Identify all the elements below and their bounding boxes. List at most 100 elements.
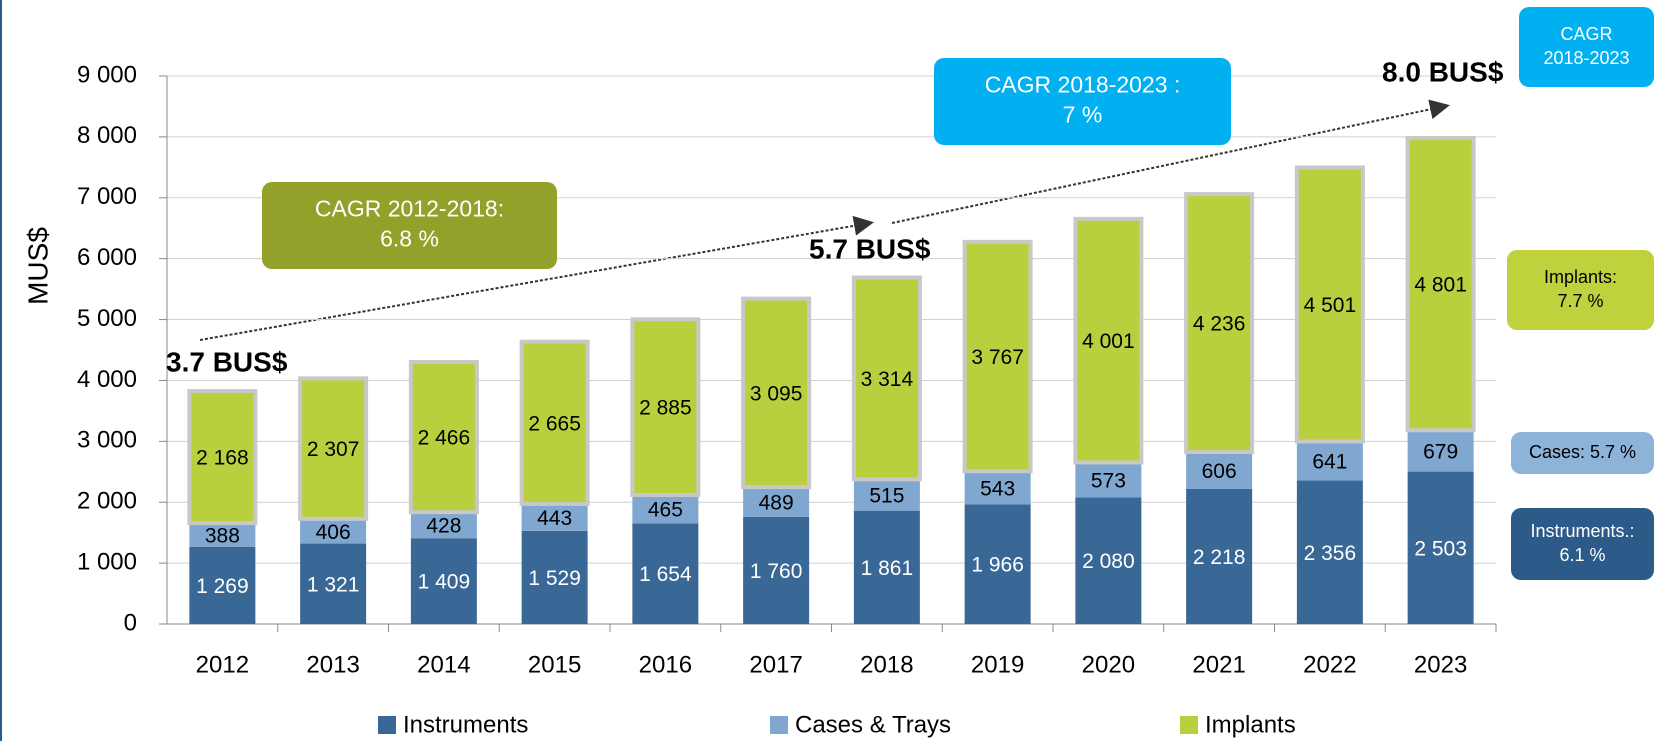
bar-segment (964, 504, 1031, 624)
bar-segment (410, 538, 477, 624)
trend-arrow (199, 215, 874, 341)
bar-segment (1296, 480, 1363, 624)
data-label: 406 (316, 521, 351, 544)
data-label: 4 001 (1082, 330, 1135, 353)
data-label: 1 409 (418, 571, 471, 594)
cagr-text: 7.7 % (1557, 291, 1603, 311)
bar-segment (189, 523, 256, 547)
cagr-text: 7 % (1063, 102, 1103, 128)
data-label: 3 314 (861, 368, 914, 391)
legend-label: Implants (1205, 711, 1296, 738)
annotation: 5.7 BUS$ (809, 233, 931, 264)
data-label: 2 080 (1082, 550, 1135, 573)
bar-segment (1184, 192, 1255, 455)
bar-segment (300, 543, 367, 624)
data-label: 2 885 (639, 397, 692, 420)
cagr-text: CAGR 2012-2018: (315, 196, 504, 222)
annotation: 8.0 BUS$ (1382, 56, 1504, 87)
bar-segment (408, 359, 479, 515)
data-label: 465 (648, 499, 683, 522)
data-label: 1 760 (750, 560, 803, 583)
bar-segment (1075, 497, 1142, 624)
data-label: 606 (1202, 460, 1237, 483)
y-axis-label: MUS$ (22, 227, 53, 305)
legend-label: Cases & Trays (795, 711, 951, 738)
bar-segment (1296, 441, 1363, 481)
bar-segment (521, 503, 588, 531)
bar-segment (632, 523, 699, 624)
bar-segment (853, 510, 920, 624)
legend-label: Instruments (403, 711, 528, 738)
y-tick-label: 0 (124, 609, 137, 636)
data-label: 428 (426, 515, 461, 538)
bar-segment (743, 516, 810, 624)
x-tick-label: 2018 (860, 651, 913, 678)
data-label: 1 269 (196, 575, 249, 598)
cagr-text: Instruments.: (1530, 521, 1634, 541)
bar-segment (964, 471, 1031, 505)
x-tick-label: 2022 (1303, 651, 1356, 678)
x-tick-label: 2021 (1192, 651, 1245, 678)
bar-segment (1075, 462, 1142, 498)
data-label: 3 095 (750, 382, 803, 405)
y-tick-label: 1 000 (77, 548, 137, 575)
x-tick-label: 2013 (306, 651, 359, 678)
bar-segment (1407, 430, 1474, 472)
bar-segment (298, 376, 369, 521)
cagr-box (934, 58, 1231, 145)
cagr-box (1519, 7, 1654, 87)
bar-segment (410, 512, 477, 539)
cagr-text: 6.1 % (1559, 545, 1605, 565)
cagr-box (1511, 432, 1654, 474)
x-tick-label: 2020 (1082, 651, 1135, 678)
cagr-text: CAGR (1560, 24, 1612, 44)
cagr-text: 2018-2023 (1543, 48, 1629, 68)
data-label: 1 861 (861, 557, 914, 580)
x-tick-label: 2019 (971, 651, 1024, 678)
data-label: 573 (1091, 469, 1126, 492)
bar-segment (630, 317, 701, 497)
bar-segment (1186, 488, 1253, 624)
bar-segment (741, 296, 812, 490)
data-label: 1 321 (307, 573, 360, 596)
data-label: 1 654 (639, 563, 692, 586)
y-tick-label: 8 000 (77, 122, 137, 149)
data-label: 1 529 (528, 567, 581, 590)
cagr-text: CAGR 2018-2023 : (985, 72, 1181, 98)
bar-segment (1407, 471, 1474, 624)
data-label: 543 (980, 477, 1015, 500)
bar-segment (519, 339, 590, 506)
bar-segment (1294, 165, 1365, 444)
data-label: 641 (1312, 451, 1347, 474)
annotation: 3.7 BUS$ (166, 346, 288, 377)
x-tick-label: 2023 (1414, 651, 1467, 678)
y-tick-label: 3 000 (77, 427, 137, 454)
legend-swatch (770, 716, 788, 734)
cagr-text: Cases: 5.7 % (1529, 442, 1636, 462)
data-label: 2 218 (1193, 546, 1246, 569)
legend-swatch (1180, 716, 1198, 734)
bar-segment (962, 239, 1033, 474)
x-tick-label: 2017 (749, 651, 802, 678)
bar-segment (189, 546, 256, 624)
trend-arrow (891, 99, 1450, 224)
data-label: 388 (205, 524, 240, 547)
bar-segment (1073, 216, 1144, 465)
legend-swatch (378, 716, 396, 734)
y-tick-label: 6 000 (77, 244, 137, 271)
data-label: 4 236 (1193, 313, 1246, 336)
y-tick-label: 5 000 (77, 305, 137, 332)
bar-segment (1186, 452, 1253, 489)
x-tick-label: 2014 (417, 651, 470, 678)
data-label: 2 168 (196, 447, 249, 470)
data-label: 2 503 (1414, 537, 1467, 560)
data-label: 489 (759, 491, 794, 514)
x-tick-label: 2016 (639, 651, 692, 678)
cagr-text: 6.8 % (380, 226, 439, 252)
cagr-box (1507, 250, 1654, 330)
bar-segment (300, 518, 367, 544)
y-tick-label: 9 000 (77, 61, 137, 88)
y-tick-label: 4 000 (77, 366, 137, 393)
bar-segment (851, 275, 922, 482)
